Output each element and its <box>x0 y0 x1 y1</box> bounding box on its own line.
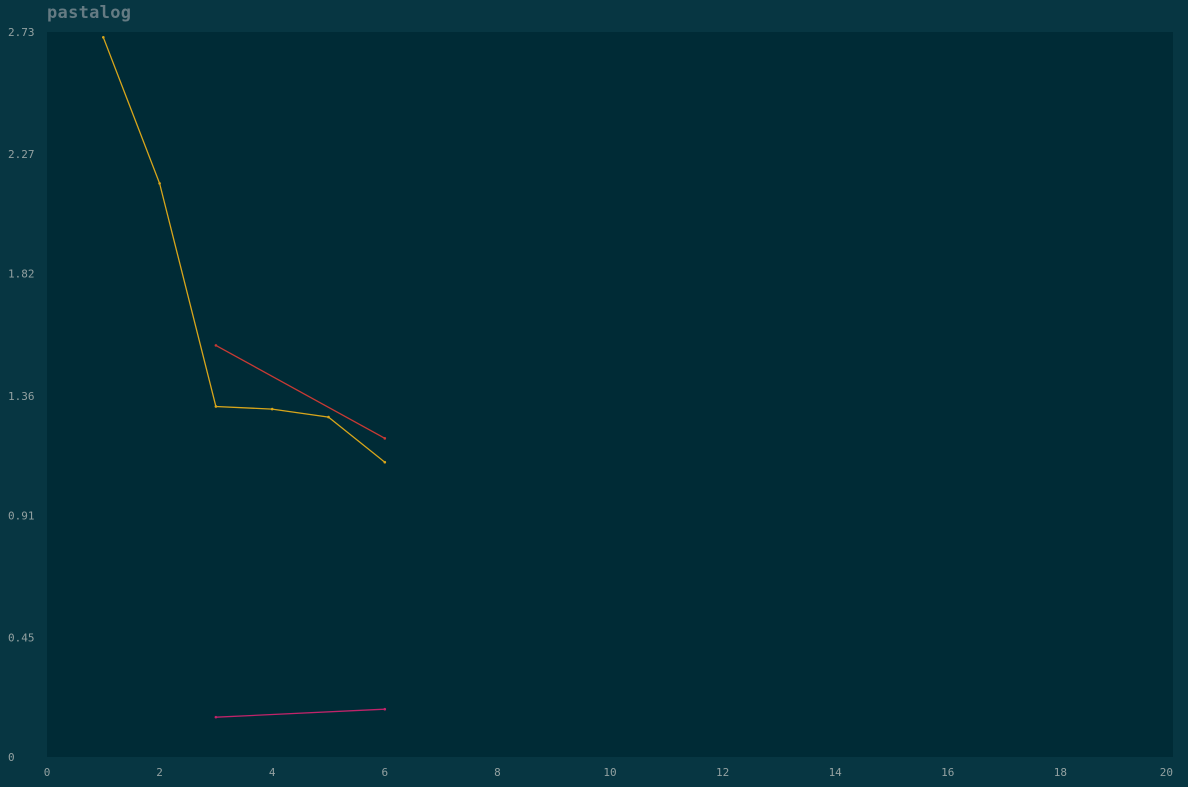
y-tick-label: 1.36 <box>8 390 35 403</box>
data-point <box>383 460 387 464</box>
data-point <box>383 437 387 440</box>
y-tick-label: 1.82 <box>8 268 35 281</box>
plot-area <box>47 32 1173 757</box>
x-axis-ticks: 0 2 4 6 8 10 12 14 16 18 20 <box>44 766 1173 779</box>
series-line <box>215 344 386 439</box>
x-tick-label: 6 <box>381 766 388 779</box>
x-tick-label: 14 <box>829 766 843 779</box>
series-1 <box>214 344 387 440</box>
x-tick-label: 18 <box>1054 766 1067 779</box>
data-point <box>158 182 161 185</box>
y-tick-label: 0.91 <box>8 509 35 522</box>
series-line <box>215 708 385 718</box>
series-0 <box>102 36 387 464</box>
x-tick-label: 12 <box>716 766 729 779</box>
x-tick-label: 10 <box>603 766 616 779</box>
x-tick-label: 0 <box>44 766 51 779</box>
data-point <box>102 36 105 39</box>
data-point <box>327 415 330 419</box>
y-tick-label: 2.73 <box>8 26 35 39</box>
x-tick-label: 4 <box>269 766 276 779</box>
series-layer <box>102 36 387 719</box>
x-tick-label: 16 <box>941 766 954 779</box>
y-tick-label: 2.27 <box>8 148 35 161</box>
series-2 <box>214 707 387 719</box>
data-point <box>214 715 218 719</box>
data-point <box>214 344 218 347</box>
y-axis-ticks: 0 0.45 0.91 1.36 1.82 2.27 2.73 <box>8 26 35 764</box>
data-point <box>214 405 218 408</box>
x-tick-label: 2 <box>156 766 163 779</box>
x-tick-label: 20 <box>1160 766 1173 779</box>
y-tick-label: 0 <box>8 751 15 764</box>
app-title: pastalog <box>47 3 132 23</box>
series-line <box>102 37 386 463</box>
data-point <box>270 407 274 411</box>
y-tick-label: 0.45 <box>8 631 35 644</box>
data-point <box>383 707 387 711</box>
x-tick-label: 8 <box>494 766 501 779</box>
